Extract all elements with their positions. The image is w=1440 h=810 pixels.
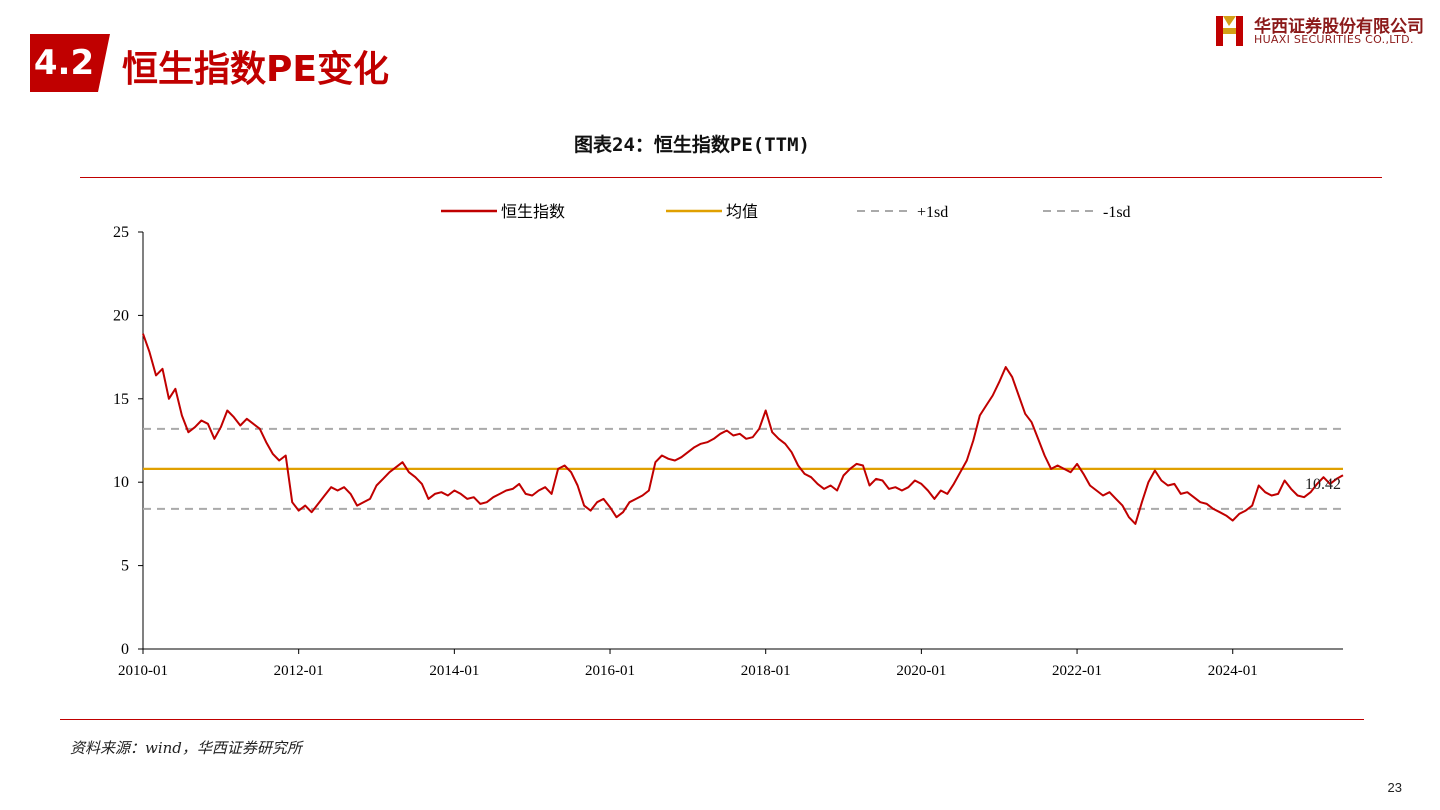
x-tick-label: 2012-01 (274, 663, 324, 679)
y-tick-label: 20 (113, 307, 129, 324)
section-title: 恒生指数PE变化 (122, 49, 389, 90)
legend-label-1: 均值 (726, 203, 758, 221)
y-tick-label: 0 (121, 641, 129, 658)
y-tick-label: 15 (113, 391, 129, 408)
data-labels: 10.42 (1305, 476, 1341, 493)
x-tick-label: 2018-01 (741, 663, 791, 679)
company-logo: 华西证券股份有限公司 HUAXI SECURITIES CO.,LTD. (1214, 12, 1429, 52)
series-lines (142, 333, 1344, 525)
y-tick-label: 5 (121, 558, 129, 575)
section-number-badge: 4.2 (30, 34, 110, 92)
section-number: 4.2 (33, 43, 95, 83)
legend-label-3: -1sd (1103, 204, 1131, 221)
logo-english-name: HUAXI SECURITIES CO.,LTD. (1254, 33, 1414, 46)
y-tick-label: 25 (113, 224, 129, 241)
page-number: 23 (1387, 780, 1402, 795)
source-note: 资料来源：wind，华西证券研究所 (70, 739, 302, 757)
chart-title: 图表24：恒生指数PE(TTM) (574, 134, 810, 156)
huaxi-logo-icon (1216, 16, 1243, 46)
chart-legend: 恒生指数 均值 +1sd -1sd (441, 203, 1131, 221)
footer-divider (60, 719, 1364, 720)
x-tick-label: 2024-01 (1208, 663, 1258, 679)
reference-lines (143, 427, 1343, 510)
legend-label-2: +1sd (917, 204, 948, 221)
logo-chinese-name: 华西证券股份有限公司 (1254, 17, 1424, 37)
x-tick-label: 2010-01 (118, 663, 168, 679)
y-tick-label: 10 (113, 474, 129, 491)
x-tick-label: 2022-01 (1052, 663, 1102, 679)
title-divider (80, 177, 1382, 178)
x-tick-label: 2016-01 (585, 663, 635, 679)
pe-line-chart: 恒生指数 均值 +1sd -1sd 0 5 10 15 20 25 2010-01 2012-01… (113, 203, 1344, 679)
x-tick-label: 2014-01 (429, 663, 479, 679)
x-tick-label: 2020-01 (896, 663, 946, 679)
x-axis: 2010-01 2012-01 2014-01 2016-01 2018-01 2020-… (118, 648, 1343, 679)
legend-label-0: 恒生指数 (501, 203, 565, 221)
last-value-label: 10.42 (1305, 476, 1341, 493)
y-axis: 0 5 10 15 20 25 (113, 224, 144, 658)
hsi-pe-series-line (142, 333, 1344, 525)
